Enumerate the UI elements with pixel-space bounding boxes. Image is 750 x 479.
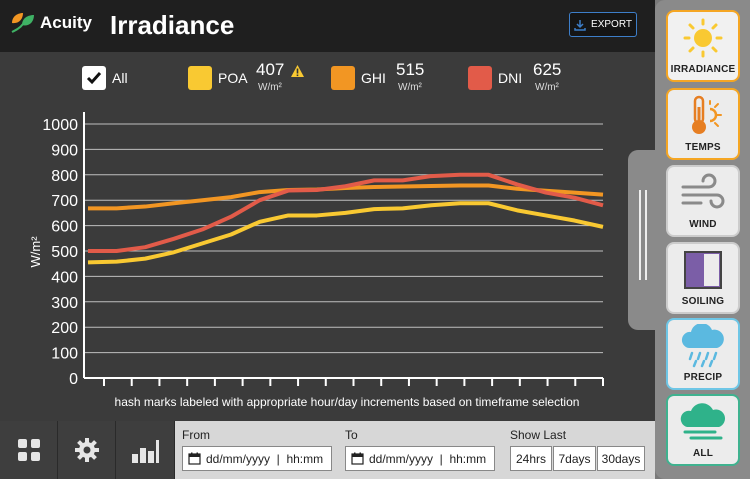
y-tick-labels: 0 100 200 300 400 500 600 700 800 900 1000 (42, 117, 78, 388)
to-date-field[interactable]: dd/mm/yyyy | hh:mm (345, 446, 495, 471)
ghi-swatch[interactable] (331, 66, 355, 90)
soiling-icon (684, 251, 722, 289)
y-tick-label: 600 (51, 219, 78, 236)
sidebar-item-irradiance[interactable]: IRRADIANCE (666, 10, 740, 82)
date-filter-panel: From dd/mm/yyyy | hh:mm To dd/ (175, 421, 655, 479)
leaf-logo-icon (11, 13, 34, 33)
show-last-label: Show Last (510, 428, 567, 442)
all-checkbox[interactable] (82, 66, 106, 90)
chart-area: All POA 407 W/m² GHI 515 W/m² DNI 625 W/… (0, 52, 655, 421)
y-tick-label: 500 (51, 244, 78, 261)
y-tick-label: 300 (51, 295, 78, 312)
dni-value: 625 (533, 60, 562, 79)
legend-dni[interactable]: DNI (468, 66, 522, 90)
from-date-value: dd/mm/yyyy | hh:mm (206, 451, 324, 466)
legend-ghi[interactable]: GHI (331, 66, 386, 90)
sun-icon (683, 18, 723, 58)
x-axis-label: hash marks labeled with appropriate hour… (115, 395, 580, 409)
grid-icon (17, 439, 40, 461)
bottom-bar: From dd/mm/yyyy | hh:mm To dd/ (0, 421, 655, 479)
reports-button[interactable] (116, 421, 175, 479)
legend-poa-label: POA (218, 70, 248, 86)
download-icon (574, 19, 586, 31)
calendar-icon (188, 452, 201, 465)
legend-dni-label: DNI (498, 70, 523, 86)
handle-grip-line (639, 190, 641, 280)
logo-text: Acuity (40, 13, 92, 32)
checkmark-icon (86, 72, 102, 85)
thermometer-icon (692, 95, 722, 134)
series-lines (87, 172, 604, 265)
poa-swatch[interactable] (188, 66, 212, 90)
sidebar-item-label: SOILING (681, 296, 725, 307)
legend-all-label: All (112, 70, 128, 86)
dni-unit: W/m² (535, 82, 559, 93)
logo: Acuity (10, 12, 92, 34)
legend-poa[interactable]: POA (188, 66, 248, 90)
sidebar-item-all[interactable]: ALL (666, 394, 740, 466)
rain-cloud-icon (681, 324, 724, 368)
header: Acuity Irradiance EXPORT (0, 0, 655, 52)
y-tick-label: 100 (51, 346, 78, 363)
to-label: To (345, 428, 358, 442)
dni-swatch[interactable] (468, 66, 492, 90)
y-tick-label: 0 (69, 371, 78, 388)
sidebar-item-soiling[interactable]: SOILING (666, 242, 740, 314)
y-tick-label: 200 (51, 320, 78, 337)
range-7days-button[interactable]: 7days (553, 446, 596, 471)
y-tick-label: 400 (51, 269, 78, 286)
sidebar-item-label: PRECIP (683, 372, 723, 383)
handle-grip-line (645, 190, 647, 280)
sidebar-item-temps[interactable]: TEMPS (666, 88, 740, 160)
export-label: EXPORT (591, 19, 632, 30)
cloud-all-icon (680, 403, 726, 440)
sidebar-item-label: IRRADIANCE (670, 64, 736, 75)
from-date-field[interactable]: dd/mm/yyyy | hh:mm (182, 446, 332, 471)
sidebar-item-precip[interactable]: PRECIP (666, 318, 740, 390)
y-tick-label: 700 (51, 193, 78, 210)
dashboard-button[interactable] (0, 421, 58, 479)
x-hash-marks (103, 378, 604, 386)
legend-ghi-label: GHI (361, 70, 386, 86)
series-line-dni (88, 172, 604, 253)
settings-button[interactable] (58, 421, 116, 479)
legend-all[interactable]: All (82, 66, 128, 90)
ghi-value: 515 (396, 60, 425, 79)
from-label: From (182, 428, 210, 442)
irradiance-chart: 0 100 200 300 400 500 600 700 800 900 1000 W/m² ha… (28, 112, 604, 409)
range-24hrs-button[interactable]: 24hrs (510, 446, 552, 471)
sidebar-item-label: ALL (692, 448, 714, 459)
warning-icon[interactable] (290, 64, 305, 78)
sidebar-item-label: TEMPS (685, 142, 721, 153)
sidebar-handle[interactable] (628, 150, 658, 330)
gear-icon (74, 438, 99, 462)
poa-value: 407 (256, 60, 285, 79)
sidebar-item-label: WIND (689, 219, 717, 230)
right-sidebar: IRRADIANCE TEMPS (655, 0, 750, 479)
series-line-poa (87, 201, 604, 265)
export-button[interactable]: EXPORT (569, 12, 637, 37)
y-tick-label: 900 (51, 142, 78, 159)
sidebar-item-wind[interactable]: WIND (666, 165, 740, 237)
calendar-icon (351, 452, 364, 465)
y-axis-label: W/m² (28, 236, 43, 268)
grid-lines (84, 123, 603, 354)
range-30days-button[interactable]: 30days (597, 446, 645, 471)
to-date-value: dd/mm/yyyy | hh:mm (369, 451, 487, 466)
wind-icon (681, 173, 725, 209)
page-title: Irradiance (110, 10, 235, 40)
ghi-unit: W/m² (398, 82, 422, 93)
poa-unit: W/m² (258, 82, 282, 93)
y-tick-label: 1000 (42, 117, 78, 134)
bar-chart-icon (132, 440, 159, 463)
y-tick-label: 800 (51, 168, 78, 185)
